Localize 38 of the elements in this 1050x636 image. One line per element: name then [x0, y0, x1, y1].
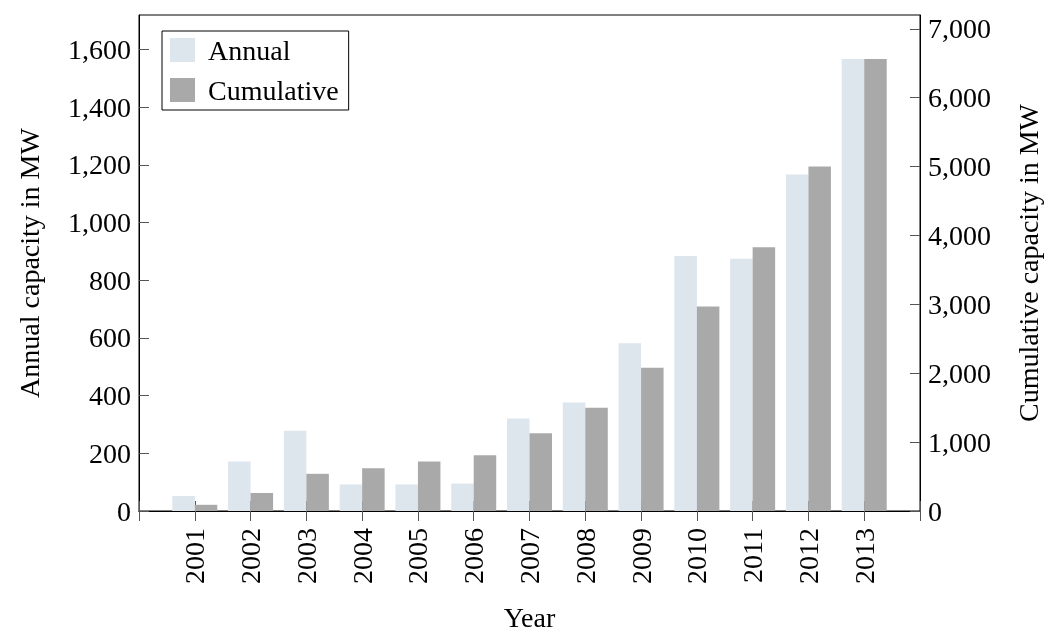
y2-tick-label: 3,000 [928, 288, 991, 320]
bar [228, 461, 251, 511]
x-tick-label: 2009 [625, 528, 657, 584]
y-tick-label: 400 [89, 380, 131, 412]
x-tick-label: 2010 [681, 528, 713, 584]
y-tick-label: 1,600 [68, 34, 131, 66]
y2-axis-title: Cumulative capacity in MW [1012, 103, 1044, 423]
y-tick-label: 800 [89, 264, 131, 296]
y2-tick-label: 5,000 [928, 151, 991, 183]
y-tick-label: 1,400 [68, 91, 131, 123]
x-tick-label: 2003 [290, 528, 322, 584]
y-tick-label: 0 [117, 495, 131, 527]
x-tick-label: 2011 [737, 528, 769, 583]
y2-tick-label: 4,000 [928, 219, 991, 251]
bar [283, 430, 307, 511]
y2-tick-label: 2,000 [928, 357, 991, 389]
legend-label: Annual [208, 34, 291, 66]
x-axis-title: Year [503, 601, 556, 633]
y-tick-label: 1,000 [68, 207, 131, 239]
x-tick-label: 2006 [458, 528, 490, 584]
x-tick-label: 2007 [514, 528, 545, 584]
y-tick-label: 1,200 [68, 149, 131, 181]
x-tick-label: 2008 [569, 528, 601, 584]
y-tick-label: 600 [89, 322, 131, 354]
x-tick-label: 2005 [402, 528, 434, 584]
y2-tick-label: 7,000 [928, 13, 991, 45]
y-axis-title: Annual capacity in MW [13, 127, 45, 398]
x-tick-label: 2012 [792, 528, 824, 584]
x-tick-label: 2013 [848, 528, 880, 584]
y-tick-label: 200 [89, 437, 131, 469]
y2-tick-label: 0 [928, 495, 942, 527]
y2-tick-label: 1,000 [928, 426, 991, 458]
bar [172, 496, 195, 511]
x-tick-label: 2001 [179, 528, 211, 584]
y2-tick-label: 6,000 [928, 82, 991, 114]
x-tick-label: 2004 [346, 528, 378, 584]
x-tick-label: 2002 [235, 528, 267, 584]
legend-label: Cumulative [208, 74, 339, 106]
